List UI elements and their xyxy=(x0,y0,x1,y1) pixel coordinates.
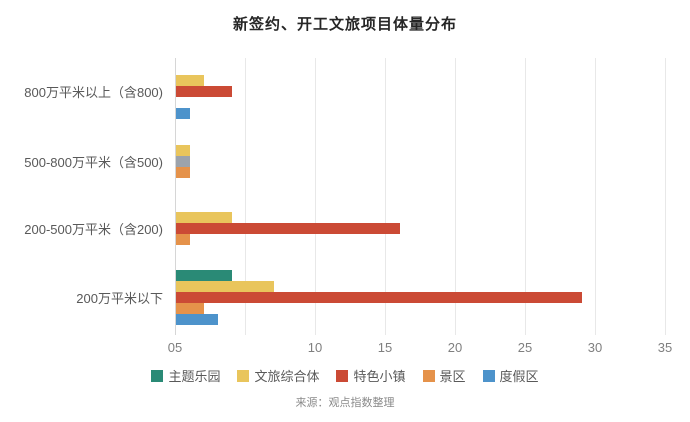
plot-area xyxy=(175,58,666,335)
bar-s1-c0 xyxy=(176,74,204,86)
x-tick-label-20: 20 xyxy=(447,340,463,355)
x-tick-label-30: 30 xyxy=(587,340,603,355)
x-tick-label-25: 25 xyxy=(517,340,533,355)
legend-swatch-4 xyxy=(482,369,495,382)
source-note: 来源：观点指数整理 xyxy=(295,397,395,409)
bar-s2-c3 xyxy=(176,291,582,303)
legend-label-3: 景区 xyxy=(439,369,466,384)
category-label-0: 800万平米以上（含800) xyxy=(24,85,163,100)
axis-line xyxy=(175,58,176,335)
bar-s0-c3 xyxy=(176,269,232,281)
legend: 主题乐园 文旅综合体 特色小镇 景区 度假区 xyxy=(0,366,690,385)
bar-s4-c3 xyxy=(176,313,218,325)
bar-s1-c3 xyxy=(176,280,274,292)
x-tick-label-10: 10 xyxy=(307,340,323,355)
legend-item-4: 度假区 xyxy=(482,366,539,385)
bar-s2-c0 xyxy=(176,85,232,97)
x-tick-label-15: 15 xyxy=(377,340,393,355)
bar-s2-c2 xyxy=(176,222,400,234)
legend-label-4: 度假区 xyxy=(499,369,539,384)
bar-s1-c2 xyxy=(176,211,232,223)
gridline-30 xyxy=(595,58,596,335)
gridline-15 xyxy=(385,58,386,335)
legend-swatch-0 xyxy=(151,369,164,382)
category-label-3: 200万平米以下 xyxy=(76,291,163,306)
gridline-20 xyxy=(455,58,456,335)
category-label-2: 200-500万平米（含200) xyxy=(24,222,163,237)
chart-title: 新签约、开工文旅项目体量分布 xyxy=(232,16,457,33)
legend-label-0: 主题乐园 xyxy=(168,369,221,384)
bar-s3-c2 xyxy=(176,233,190,245)
legend-item-2: 特色小镇 xyxy=(336,366,406,385)
category-label-1: 500-800万平米（含500) xyxy=(24,155,163,170)
legend-label-2: 特色小镇 xyxy=(353,369,406,384)
bar-s3-c1 xyxy=(176,166,190,178)
legend-label-1: 文旅综合体 xyxy=(254,369,320,384)
bar-s3-c3 xyxy=(176,302,204,314)
x-tick-label-0: 05 xyxy=(167,340,183,355)
legend-item-0: 主题乐园 xyxy=(151,366,220,385)
x-tick-label-35: 35 xyxy=(657,340,673,355)
gridline-25 xyxy=(525,58,526,335)
legend-swatch-1 xyxy=(237,369,250,382)
legend-item-3: 景区 xyxy=(422,366,466,385)
gridline-5 xyxy=(245,58,246,335)
gridline-35 xyxy=(665,58,666,335)
legend-swatch-2 xyxy=(336,369,349,382)
gridline-10 xyxy=(315,58,316,335)
bar-s1-c1 xyxy=(176,144,190,156)
bar-s2-c1 xyxy=(176,155,190,167)
legend-swatch-3 xyxy=(422,369,435,382)
legend-item-1: 文旅综合体 xyxy=(237,366,319,385)
bar-s4-c0 xyxy=(176,107,190,119)
